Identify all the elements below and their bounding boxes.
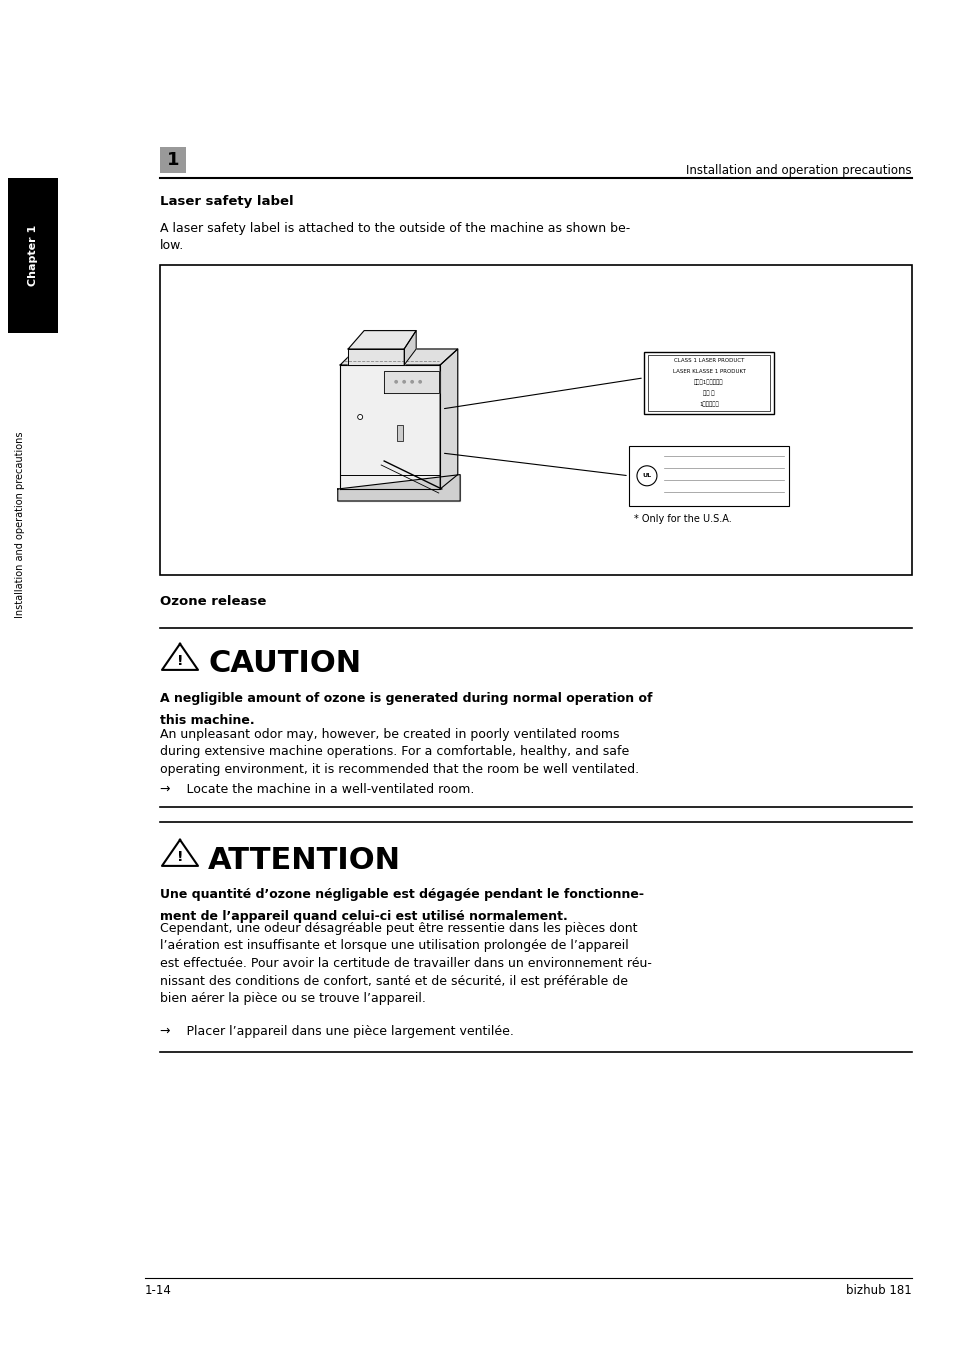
Text: Cependant, une odeur désagréable peut être ressentie dans les pièces dont
l’aéra: Cependant, une odeur désagréable peut êt… (160, 922, 651, 1004)
Text: A laser safety label is attached to the outside of the machine as shown be-
low.: A laser safety label is attached to the … (160, 221, 630, 252)
Text: A negligible amount of ozone is generated during normal operation of: A negligible amount of ozone is generate… (160, 693, 652, 705)
Bar (628, 446, 788, 506)
Text: this machine.: this machine. (160, 714, 254, 728)
Polygon shape (348, 350, 404, 365)
Text: Installation and operation precautions: Installation and operation precautions (15, 432, 25, 618)
Text: UL: UL (641, 474, 651, 478)
Bar (643, 352, 773, 414)
Circle shape (418, 381, 421, 383)
Text: bizhub 181: bizhub 181 (845, 1284, 911, 1296)
Text: 1: 1 (167, 151, 179, 169)
Text: 1等激光产品: 1等激光产品 (699, 401, 718, 406)
Polygon shape (384, 371, 438, 393)
Text: Ozone release: Ozone release (160, 595, 266, 608)
Polygon shape (337, 475, 459, 501)
Text: Chapter 1: Chapter 1 (28, 225, 38, 286)
Polygon shape (340, 350, 457, 365)
Text: →    Locate the machine in a well-ventilated room.: → Locate the machine in a well-ventilate… (160, 783, 474, 796)
Text: An unpleasant odor may, however, be created in poorly ventilated rooms
during ex: An unpleasant odor may, however, be crea… (160, 728, 639, 776)
Bar (8, 178, 58, 333)
Text: * Only for the U.S.A.: * Only for the U.S.A. (634, 514, 731, 524)
Text: ATTENTION: ATTENTION (208, 845, 400, 875)
Bar (160, 147, 186, 173)
Text: LASER KLASSE 1 PRODUKT: LASER KLASSE 1 PRODUKT (672, 369, 744, 374)
Bar (396, 425, 403, 441)
Text: !: ! (176, 850, 183, 864)
Polygon shape (404, 331, 416, 364)
Text: !: ! (176, 653, 183, 668)
Circle shape (395, 381, 397, 383)
Text: Laser safety label: Laser safety label (160, 194, 294, 208)
Text: 제품 어: 제품 어 (702, 390, 714, 396)
Polygon shape (162, 840, 198, 865)
Text: Installation and operation precautions: Installation and operation precautions (685, 163, 911, 177)
Text: CLASS 1 LASER PRODUCT: CLASS 1 LASER PRODUCT (673, 358, 743, 363)
Text: 1-14: 1-14 (145, 1284, 172, 1296)
Text: ment de l’appareil quand celui-ci est utilisé normalement.: ment de l’appareil quand celui-ci est ut… (160, 910, 567, 923)
Text: →    Placer l’appareil dans une pièce largement ventilée.: → Placer l’appareil dans une pièce large… (160, 1025, 514, 1038)
Bar (647, 355, 769, 410)
Text: CAUTION: CAUTION (208, 649, 361, 679)
Circle shape (411, 381, 413, 383)
Bar (160, 265, 911, 575)
Polygon shape (348, 331, 416, 350)
Polygon shape (439, 350, 457, 489)
Polygon shape (162, 644, 198, 670)
Circle shape (357, 414, 362, 420)
Circle shape (637, 466, 657, 486)
Circle shape (402, 381, 405, 383)
Text: Une quantité d’ozone négligable est dégagée pendant le fonctionne-: Une quantité d’ozone négligable est déga… (160, 888, 643, 900)
Polygon shape (340, 364, 439, 489)
Text: クラス1レーザ製品: クラス1レーザ製品 (694, 379, 723, 385)
